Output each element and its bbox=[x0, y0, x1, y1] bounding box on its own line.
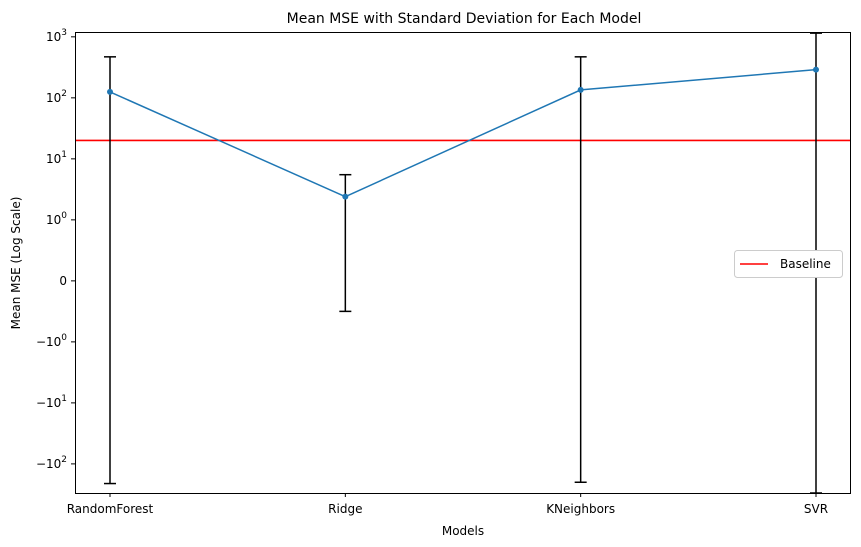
chart-title: Mean MSE with Standard Deviation for Eac… bbox=[287, 11, 642, 27]
y-tick-label: −100 bbox=[36, 333, 67, 349]
data-point bbox=[107, 88, 113, 95]
data-point bbox=[813, 66, 819, 73]
y-axis-label: Mean MSE (Log Scale) bbox=[9, 197, 23, 330]
y-axis: 103 102 101 100 0 −100 −101 −102 bbox=[36, 28, 75, 471]
legend-label-baseline: Baseline bbox=[780, 257, 831, 271]
x-axis: RandomForest Ridge KNeighbors SVR bbox=[67, 493, 828, 516]
x-axis-label: Models bbox=[442, 524, 484, 538]
plot-area bbox=[75, 32, 850, 494]
legend: Baseline bbox=[734, 250, 843, 278]
y-tick-label: 102 bbox=[46, 89, 67, 105]
y-tick-label: −101 bbox=[36, 394, 67, 410]
y-tick-label: 0 bbox=[59, 274, 67, 288]
y-tick-label: −102 bbox=[36, 455, 67, 471]
x-tick-label: SVR bbox=[804, 502, 828, 516]
data-point bbox=[577, 86, 584, 93]
x-tick-label: KNeighbors bbox=[546, 502, 615, 516]
legend-box bbox=[734, 250, 843, 278]
x-tick-label: Ridge bbox=[328, 502, 362, 516]
data-point bbox=[342, 193, 349, 200]
x-tick-label: RandomForest bbox=[67, 502, 154, 516]
y-tick-label: 100 bbox=[46, 211, 67, 227]
series-line bbox=[109, 68, 817, 198]
plot-frame bbox=[75, 32, 851, 494]
y-tick-label: 103 bbox=[46, 28, 67, 44]
y-tick-label: 101 bbox=[46, 150, 67, 166]
